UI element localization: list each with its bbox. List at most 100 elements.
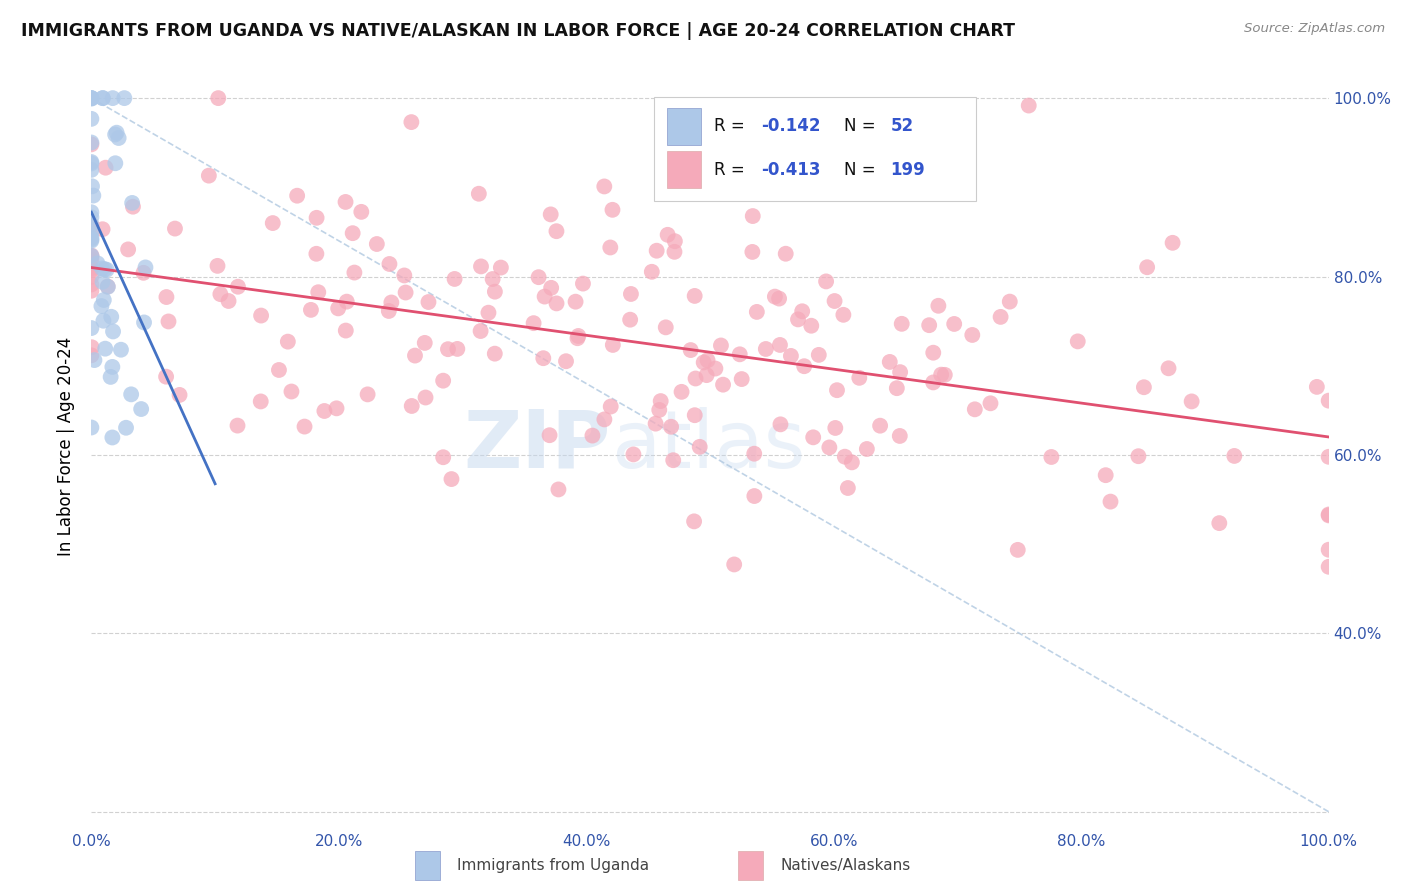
Point bbox=[280, 384, 302, 399]
Point bbox=[91, 222, 114, 236]
Point bbox=[101, 325, 124, 339]
Point bbox=[80, 261, 103, 276]
Point bbox=[226, 418, 249, 433]
Point bbox=[80, 249, 103, 263]
Point bbox=[169, 388, 191, 402]
Point bbox=[1306, 380, 1329, 394]
Point bbox=[581, 428, 603, 442]
Point bbox=[540, 281, 562, 295]
Text: Natives/Alaskans: Natives/Alaskans bbox=[780, 858, 911, 872]
Point bbox=[889, 429, 911, 443]
Point bbox=[356, 387, 378, 401]
Point bbox=[380, 295, 402, 310]
Point bbox=[1136, 260, 1159, 275]
Point bbox=[446, 342, 468, 356]
Point bbox=[890, 317, 912, 331]
Point bbox=[620, 287, 643, 301]
Point bbox=[648, 403, 671, 417]
Point bbox=[80, 277, 103, 292]
Point bbox=[80, 263, 103, 277]
Point bbox=[825, 383, 848, 397]
Point bbox=[619, 312, 641, 326]
Point bbox=[683, 514, 706, 528]
Point bbox=[105, 126, 128, 140]
Text: -0.142: -0.142 bbox=[761, 117, 820, 135]
Text: atlas: atlas bbox=[612, 407, 806, 485]
Point bbox=[927, 299, 949, 313]
FancyBboxPatch shape bbox=[666, 152, 702, 188]
Point bbox=[218, 293, 240, 308]
Point bbox=[567, 331, 589, 345]
Point bbox=[979, 396, 1001, 410]
Point bbox=[657, 227, 679, 242]
Point bbox=[83, 353, 105, 368]
Point bbox=[990, 310, 1012, 324]
Point bbox=[744, 489, 766, 503]
Point bbox=[93, 262, 115, 277]
Text: R =: R = bbox=[714, 117, 749, 135]
Point bbox=[768, 292, 790, 306]
Point bbox=[343, 266, 366, 280]
Point bbox=[91, 91, 114, 105]
Point bbox=[80, 179, 103, 194]
Point bbox=[818, 441, 841, 455]
Point bbox=[443, 272, 465, 286]
Point bbox=[335, 324, 357, 338]
Point bbox=[80, 136, 103, 150]
Point bbox=[824, 293, 846, 308]
Point bbox=[723, 558, 745, 572]
Point bbox=[325, 401, 347, 416]
Point bbox=[86, 256, 108, 270]
Point bbox=[780, 349, 803, 363]
Point bbox=[97, 280, 120, 294]
Point bbox=[1317, 542, 1340, 557]
Point bbox=[1018, 98, 1040, 112]
Point bbox=[80, 137, 103, 152]
Point bbox=[80, 340, 103, 354]
Point bbox=[432, 374, 454, 388]
Point bbox=[547, 483, 569, 497]
Point bbox=[129, 402, 152, 417]
Point bbox=[683, 289, 706, 303]
Point bbox=[101, 91, 124, 105]
Point bbox=[112, 91, 135, 105]
Point bbox=[80, 226, 103, 240]
Point bbox=[593, 179, 616, 194]
Point bbox=[645, 244, 668, 258]
Point bbox=[80, 92, 103, 106]
Point bbox=[1317, 508, 1340, 522]
Point bbox=[90, 299, 112, 313]
Point bbox=[80, 252, 103, 267]
Point bbox=[1181, 394, 1204, 409]
Point bbox=[1317, 450, 1340, 464]
Point bbox=[929, 368, 952, 382]
Point bbox=[80, 269, 103, 284]
Text: IMMIGRANTS FROM UGANDA VS NATIVE/ALASKAN IN LABOR FORCE | AGE 20-24 CORRELATION : IMMIGRANTS FROM UGANDA VS NATIVE/ALASKAN… bbox=[21, 22, 1015, 40]
Point bbox=[481, 272, 503, 286]
Point bbox=[602, 338, 624, 352]
Point bbox=[155, 290, 177, 304]
Point bbox=[741, 209, 763, 223]
Point bbox=[437, 342, 460, 356]
Point bbox=[336, 294, 359, 309]
Point bbox=[80, 321, 103, 335]
Point bbox=[644, 417, 666, 431]
Point bbox=[856, 442, 879, 456]
Point bbox=[963, 402, 986, 417]
Point bbox=[305, 211, 328, 225]
Text: Immigrants from Uganda: Immigrants from Uganda bbox=[457, 858, 650, 872]
Point bbox=[97, 279, 120, 293]
Point bbox=[837, 481, 859, 495]
Point bbox=[157, 314, 180, 328]
Y-axis label: In Labor Force | Age 20-24: In Labor Force | Age 20-24 bbox=[58, 336, 76, 556]
Point bbox=[101, 430, 124, 444]
Point bbox=[163, 221, 186, 235]
Point bbox=[934, 368, 956, 382]
Point bbox=[1157, 361, 1180, 376]
Point bbox=[134, 260, 156, 275]
Text: ZIP: ZIP bbox=[464, 407, 612, 485]
Point bbox=[567, 329, 589, 343]
Point bbox=[91, 275, 114, 289]
Point bbox=[262, 216, 284, 230]
Point bbox=[655, 320, 678, 334]
